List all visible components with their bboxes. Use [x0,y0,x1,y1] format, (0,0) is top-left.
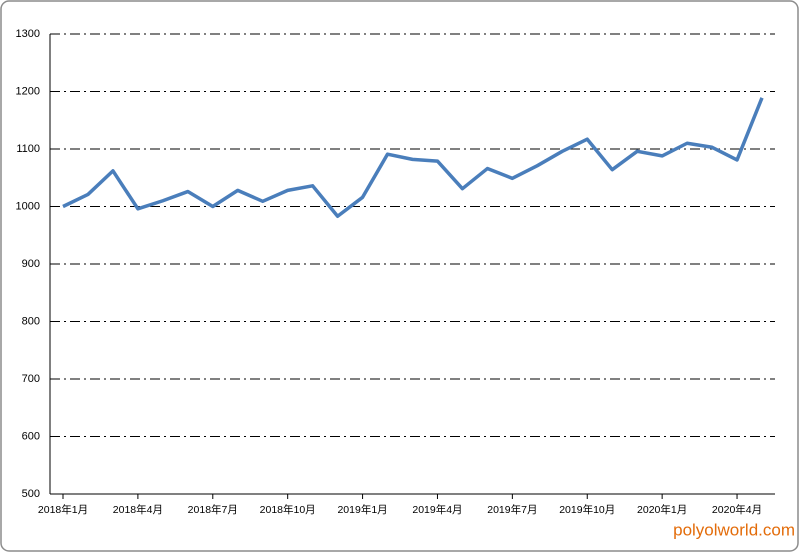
x-tick-label: 2018年4月 [113,503,163,516]
y-tick-label: 1000 [16,200,40,212]
y-tick-label: 500 [22,488,40,500]
x-tick-label: 2019年10月 [559,503,615,516]
x-tick-label: 2018年1月 [38,503,88,516]
x-tick-label: 2019年7月 [487,503,537,516]
x-tick-label: 2018年7月 [188,503,238,516]
y-tick-label: 700 [22,373,40,385]
y-tick-label: 1200 [16,85,40,97]
x-tick-label: 2019年4月 [412,503,462,516]
y-tick-label: 1100 [16,143,40,155]
x-tick-label: 2018年10月 [260,503,316,516]
y-tick-label: 800 [22,315,40,327]
y-tick-label: 900 [22,258,40,270]
y-tick-label: 600 [22,430,40,442]
x-tick-label: 2020年1月 [637,503,687,516]
x-tick-label: 2019年1月 [337,503,387,516]
watermark: polyolworld.com [673,520,795,539]
x-tick-label: 2020年4月 [712,503,762,516]
y-tick-label: 1300 [16,28,40,40]
line-series [62,97,764,219]
